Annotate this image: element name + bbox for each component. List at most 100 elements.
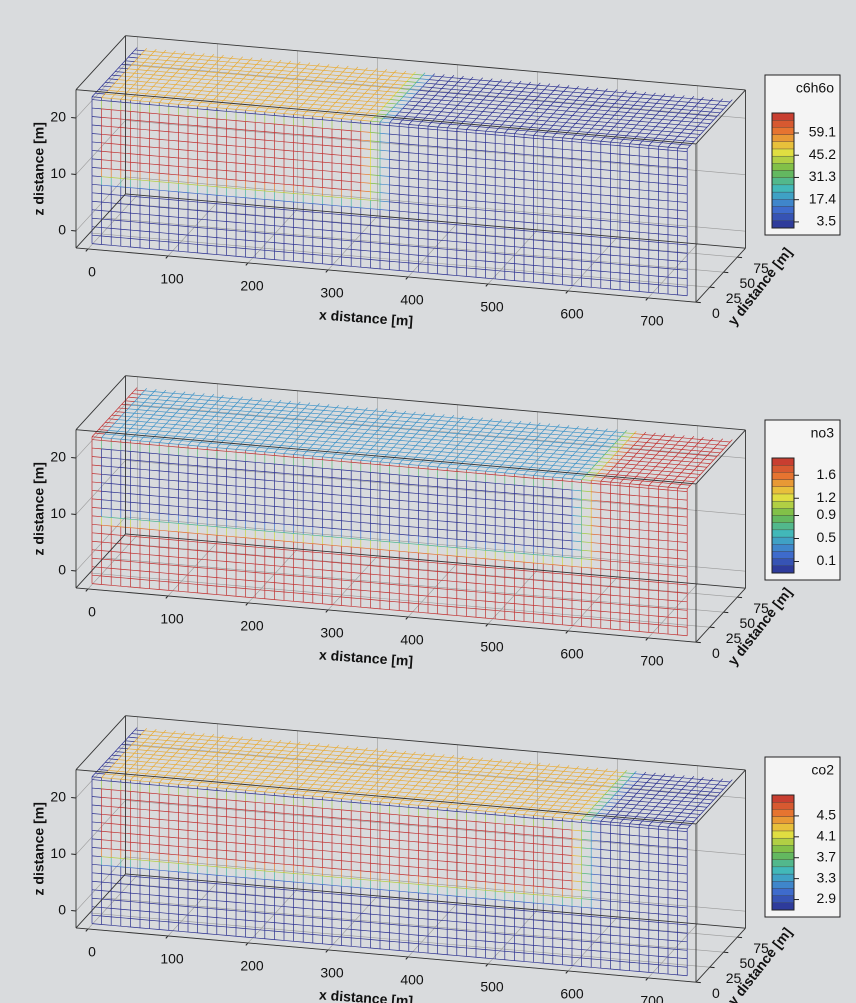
- mesh-line: [207, 458, 217, 459]
- mesh-line: [466, 130, 476, 131]
- mesh-line: [322, 511, 332, 512]
- mesh-line: [274, 472, 284, 473]
- mesh-line: [301, 96, 311, 97]
- mesh-line: [111, 518, 121, 519]
- mesh-line: [390, 111, 400, 112]
- mesh-line: [294, 114, 304, 115]
- mesh-line: [313, 187, 323, 188]
- mesh-line: [390, 253, 400, 254]
- mesh-line: [409, 611, 419, 612]
- mesh-line: [492, 124, 502, 125]
- mesh-line: [525, 111, 535, 112]
- mesh-line: [140, 554, 150, 555]
- mesh-line: [284, 507, 294, 508]
- mesh-line: [236, 248, 246, 249]
- mesh-line: [150, 555, 160, 556]
- mesh-line: [486, 533, 496, 534]
- mesh-line: [330, 86, 340, 87]
- mesh-line: [368, 101, 378, 102]
- mesh-line: [652, 142, 662, 143]
- mesh-line: [505, 569, 515, 570]
- mesh-line: [649, 208, 659, 209]
- mesh-line: [313, 104, 323, 105]
- mesh-line: [468, 83, 478, 84]
- mesh-line: [514, 264, 524, 265]
- mesh-line: [217, 561, 227, 562]
- mesh-line: [678, 136, 688, 137]
- mesh-line: [284, 167, 294, 168]
- mesh-line: [514, 230, 524, 231]
- mesh-line: [519, 95, 529, 96]
- x-tick-label: 500: [480, 639, 504, 655]
- mesh-line: [217, 246, 227, 247]
- mesh-line: [637, 125, 647, 126]
- mesh-line: [370, 260, 380, 261]
- mesh-line: [130, 511, 140, 512]
- mesh-line: [399, 534, 409, 535]
- mesh-line: [217, 170, 227, 171]
- mesh-line: [672, 109, 682, 110]
- mesh-line: [361, 233, 371, 234]
- mesh-line: [582, 202, 592, 203]
- mesh-line: [447, 598, 457, 599]
- mesh-line: [153, 98, 163, 99]
- mesh-line: [198, 94, 208, 95]
- mesh-line: [524, 613, 534, 614]
- mesh-line: [351, 479, 361, 480]
- mesh-line: [598, 133, 608, 134]
- mesh-line: [486, 567, 496, 568]
- mesh-line: [543, 215, 553, 216]
- mesh-line: [461, 90, 471, 91]
- mesh-line: [624, 128, 634, 129]
- mesh-line: [169, 103, 179, 104]
- mesh-line: [169, 463, 179, 464]
- mesh-line: [451, 89, 461, 90]
- mesh-line: [529, 84, 539, 85]
- mesh-line: [620, 131, 630, 132]
- mesh-line: [303, 492, 313, 493]
- mesh-line: [544, 113, 554, 114]
- mesh-line: [413, 98, 423, 99]
- mesh-line: [92, 218, 102, 219]
- mesh-line: [217, 127, 227, 128]
- colorbar-band: [772, 142, 794, 149]
- mesh-line: [524, 562, 534, 563]
- mesh-line: [111, 186, 121, 187]
- mesh-line: [159, 573, 169, 574]
- mesh-line: [255, 165, 265, 166]
- x-tick-label: 100: [160, 271, 184, 287]
- mesh-line: [649, 134, 659, 135]
- mesh-line: [294, 210, 304, 211]
- mesh-line: [351, 215, 361, 216]
- mesh-line: [92, 244, 102, 245]
- mesh-line: [605, 103, 615, 104]
- mesh-line: [591, 152, 601, 153]
- mesh-line: [342, 164, 352, 165]
- mesh-line: [486, 142, 496, 143]
- mesh-line: [188, 465, 198, 466]
- mesh-line: [92, 117, 102, 118]
- mesh-line: [524, 520, 534, 521]
- mesh-line: [447, 471, 457, 472]
- mesh-line: [346, 68, 356, 69]
- mesh-line: [658, 217, 668, 218]
- mesh-line: [370, 481, 380, 482]
- mesh-line: [361, 531, 371, 532]
- mesh-line: [284, 473, 294, 474]
- mesh-line: [380, 524, 390, 525]
- mesh-line: [668, 209, 678, 210]
- mesh-line: [543, 249, 553, 250]
- mesh-line: [111, 98, 121, 99]
- mesh-line: [534, 135, 544, 136]
- mesh-line: [630, 132, 640, 133]
- mesh-line: [274, 566, 284, 567]
- mesh-line: [678, 269, 688, 270]
- mesh-line: [130, 477, 140, 478]
- mesh-line: [111, 118, 121, 119]
- mesh-line: [274, 132, 284, 133]
- mesh-line: [514, 204, 524, 205]
- mesh-line: [380, 201, 390, 202]
- mesh-line: [265, 123, 275, 124]
- mesh-line: [284, 252, 294, 253]
- mesh-line: [486, 108, 496, 109]
